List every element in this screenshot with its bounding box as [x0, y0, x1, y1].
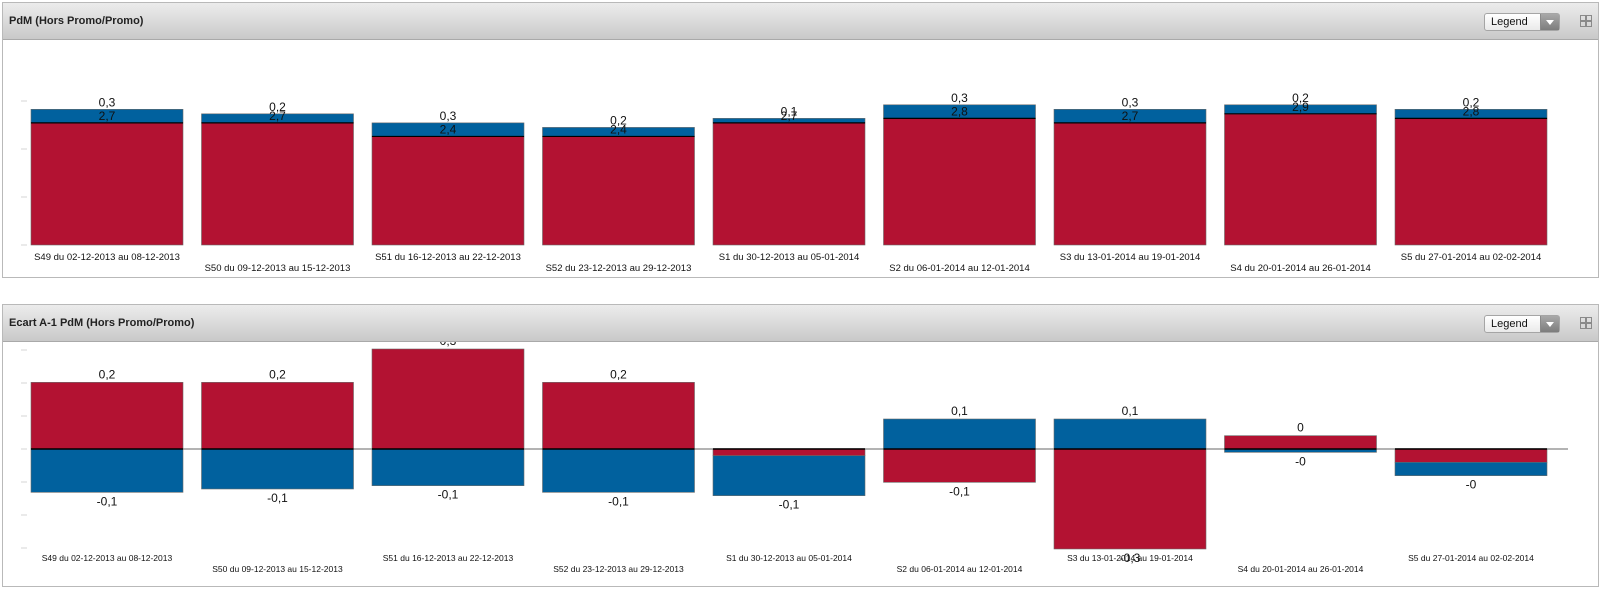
- data-label-red: 0,3: [440, 342, 457, 348]
- data-label-blue: 0,2: [269, 100, 286, 114]
- bar-segment-blue: [712, 455, 866, 496]
- x-tick-label: S49 du 02-12-2013 au 08-12-2013: [34, 252, 180, 263]
- data-label-blue: 0,2: [610, 113, 627, 127]
- x-tick-label: S2 du 06-01-2014 au 12-01-2014: [889, 263, 1030, 274]
- data-label-red: 2,7: [781, 109, 798, 123]
- bar-segment-blue: [1394, 462, 1548, 476]
- bar-segment-blue: [1053, 418, 1207, 450]
- x-tick-label: S50 du 09-12-2013 au 15-12-2013: [205, 263, 351, 274]
- chart-ecart: 0,2 -0,1 S49 du 02-12-2013 au 08-12-2013 0,…: [21, 342, 1568, 574]
- bar-segment-red: [201, 382, 354, 450]
- chart-panel-ecart: Ecart A-1 PdM (Hors Promo/Promo) Legend …: [2, 304, 1599, 587]
- data-label-blue: 0,2: [1292, 91, 1309, 105]
- chevron-down-icon[interactable]: [1540, 316, 1559, 332]
- legend-dropdown-label: Legend: [1491, 318, 1528, 330]
- x-tick-label: S50 du 09-12-2013 au 15-12-2013: [212, 564, 343, 574]
- bar-segment-red: [883, 118, 1036, 246]
- bar-segment-red: [30, 122, 184, 246]
- legend-dropdown[interactable]: Legend: [1484, 315, 1560, 333]
- data-label-blue: -0,1: [267, 491, 288, 505]
- expand-icon[interactable]: [1580, 317, 1592, 329]
- legend-dropdown-label: Legend: [1491, 16, 1528, 28]
- data-label-red: 2,7: [1122, 109, 1139, 123]
- data-label-red: 2,4: [610, 122, 627, 136]
- bar-segment-red: [542, 382, 695, 450]
- bar-segment-blue: [542, 448, 695, 493]
- bar-segment-blue: [371, 448, 525, 486]
- chart-panel-pdm: PdM (Hors Promo/Promo) Legend 2,7 0,3 S49 …: [2, 2, 1599, 278]
- data-label-blue: 0,1: [1122, 404, 1139, 418]
- x-tick-label: S3 du 13-01-2014 au 19-01-2014: [1067, 553, 1193, 563]
- x-tick-label: S5 du 27-01-2014 au 02-02-2014: [1401, 252, 1542, 263]
- data-label-red: 2,4: [440, 122, 457, 136]
- data-label-blue: 0,3: [440, 109, 457, 123]
- data-label-red: 2,9: [1292, 100, 1309, 114]
- x-tick-label: S51 du 16-12-2013 au 22-12-2013: [375, 252, 521, 263]
- bar-segment-red: [542, 136, 695, 246]
- bar-segment-red: [1224, 113, 1377, 246]
- legend-dropdown[interactable]: Legend: [1484, 13, 1560, 31]
- data-label-blue: 0,3: [99, 95, 116, 109]
- x-tick-label: S1 du 30-12-2013 au 05-01-2014: [726, 553, 852, 563]
- data-label-blue: 0,2: [1463, 95, 1480, 109]
- x-tick-label: S3 du 13-01-2014 au 19-01-2014: [1060, 252, 1201, 263]
- expand-icon[interactable]: [1580, 15, 1592, 27]
- data-label-blue: -0,1: [97, 494, 118, 508]
- data-label-blue: -0,1: [438, 488, 459, 502]
- data-label-blue: 0,1: [781, 104, 798, 118]
- data-label-red: 0,2: [610, 367, 627, 381]
- data-label-blue: 0,1: [951, 404, 968, 418]
- bar-segment-blue: [883, 418, 1036, 450]
- panel-header: PdM (Hors Promo/Promo) Legend: [3, 3, 1598, 40]
- bar-segment-red: [371, 348, 525, 450]
- x-tick-label: S4 du 20-01-2014 au 26-01-2014: [1238, 564, 1364, 574]
- bar-segment-red: [1394, 448, 1548, 463]
- bar-segment-red: [1224, 435, 1377, 450]
- bar-segment-red: [712, 448, 866, 456]
- x-tick-label: S51 du 16-12-2013 au 22-12-2013: [383, 553, 514, 563]
- x-tick-label: S5 du 27-01-2014 au 02-02-2014: [1408, 553, 1534, 563]
- bar-segment-red: [1053, 448, 1207, 550]
- data-label-red: 2,7: [269, 109, 286, 123]
- bar-segment-red: [30, 382, 184, 450]
- bar-segment-red: [883, 448, 1036, 483]
- bar-segment-blue: [30, 448, 184, 493]
- x-tick-label: S4 du 20-01-2014 au 26-01-2014: [1230, 263, 1371, 274]
- x-tick-label: S2 du 06-01-2014 au 12-01-2014: [897, 564, 1023, 574]
- x-tick-label: S52 du 23-12-2013 au 29-12-2013: [546, 263, 692, 274]
- x-tick-label: S1 du 30-12-2013 au 05-01-2014: [719, 252, 860, 263]
- data-label-red: -0,1: [949, 484, 970, 498]
- data-label-blue: -0,1: [779, 498, 800, 512]
- data-label-red: 2,8: [1463, 104, 1480, 118]
- bar-segment-red: [712, 122, 866, 246]
- panel-title: PdM (Hors Promo/Promo): [9, 15, 144, 27]
- data-label-red: 0,2: [269, 367, 286, 381]
- bar-segment-red: [1053, 122, 1207, 246]
- panel-title: Ecart A-1 PdM (Hors Promo/Promo): [9, 317, 195, 329]
- data-label-blue: -0: [1295, 454, 1306, 468]
- x-tick-label: S49 du 02-12-2013 au 08-12-2013: [42, 553, 173, 563]
- x-tick-label: S52 du 23-12-2013 au 29-12-2013: [553, 564, 684, 574]
- panel-header: Ecart A-1 PdM (Hors Promo/Promo) Legend: [3, 305, 1598, 342]
- data-label-red: -0,3: [1120, 551, 1141, 565]
- data-label-blue: 0,3: [951, 91, 968, 105]
- data-label-red: 2,8: [951, 104, 968, 118]
- chevron-down-icon[interactable]: [1540, 14, 1559, 30]
- data-label-red: 2,7: [99, 109, 116, 123]
- bar-segment-red: [371, 136, 525, 246]
- data-label-blue: -0,1: [608, 494, 629, 508]
- data-label-red: 0,2: [99, 367, 116, 381]
- bar-segment-blue: [201, 448, 354, 490]
- bar-segment-red: [1394, 118, 1548, 246]
- data-label-blue: 0,3: [1122, 95, 1139, 109]
- data-label-blue: -0: [1466, 478, 1477, 492]
- data-label-red: 0: [1297, 421, 1304, 435]
- bar-segment-red: [201, 122, 354, 246]
